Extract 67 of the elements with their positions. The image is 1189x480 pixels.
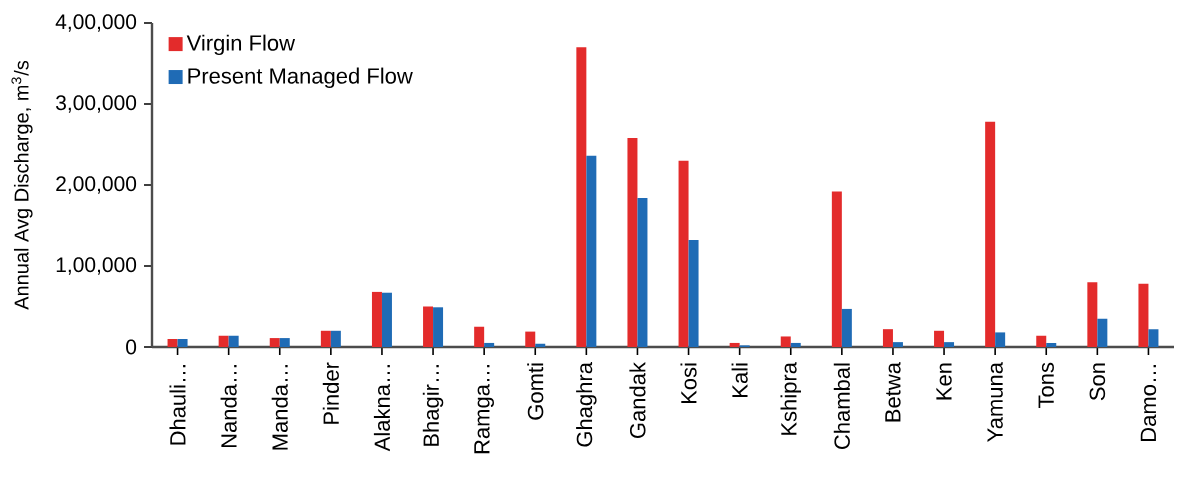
bar <box>1097 318 1108 347</box>
x-tick-label: Manda… <box>271 365 288 450</box>
bar <box>320 330 331 347</box>
y-tick-label: 1,00,000 <box>56 257 137 275</box>
x-tick-label: Pinder <box>322 362 339 424</box>
x-tick-label: Kosi <box>680 363 697 404</box>
bar <box>535 343 546 347</box>
bar <box>995 332 1006 347</box>
y-tick-label: 3,00,000 <box>55 95 137 113</box>
bar <box>934 330 945 347</box>
bar <box>228 335 239 347</box>
bar <box>678 160 689 347</box>
bar <box>1148 329 1159 347</box>
bar <box>1138 283 1149 347</box>
bar <box>882 329 893 347</box>
y-tick-label: 4,00,000 <box>55 14 137 32</box>
legend-label: Present Managed Flow <box>188 67 413 89</box>
x-tick-label: Bhagir… <box>422 365 444 446</box>
bar <box>841 308 852 347</box>
bar <box>330 330 341 347</box>
x-tick-label: Kshipra <box>780 362 801 435</box>
bar <box>167 338 178 347</box>
bar <box>688 240 699 347</box>
bar <box>586 155 597 347</box>
bar <box>218 335 229 347</box>
x-tick-label: Betwa <box>885 362 901 422</box>
x-tick-label: Damo… <box>1140 365 1157 441</box>
bar <box>381 292 392 347</box>
bar <box>177 338 188 347</box>
x-tick-label: Ken <box>936 363 952 400</box>
bar <box>269 338 280 347</box>
x-tick-label: Alakna… <box>373 365 391 452</box>
x-tick-label: Ramga… <box>474 365 494 454</box>
y-axis-title: Annual Avg Discharge, m$^{3}$/s <box>11 60 33 310</box>
bar <box>1046 342 1057 347</box>
x-tick-label: Dhauli… <box>169 365 186 445</box>
bar <box>279 338 290 347</box>
bar <box>637 197 648 347</box>
bar <box>831 191 842 347</box>
x-tick-label: Yamuna <box>987 362 1003 442</box>
bar <box>790 342 801 347</box>
x-tick-label: Gomti <box>527 363 544 420</box>
x-tick-label: Ghaghra <box>576 362 597 447</box>
legend-label: Virgin Flow <box>186 34 296 56</box>
bar <box>627 138 638 347</box>
x-tick-label: Gandak <box>629 362 646 439</box>
bar <box>1087 282 1098 347</box>
bar <box>371 291 382 347</box>
x-tick-label: Tons <box>1038 362 1054 409</box>
bar <box>423 306 434 347</box>
bar <box>985 121 996 347</box>
bar <box>525 331 536 347</box>
x-tick-label: Kali <box>731 363 748 397</box>
bar <box>474 326 485 347</box>
bar <box>1036 335 1047 347</box>
bar <box>780 336 791 347</box>
x-tick-label: Son <box>1089 363 1106 401</box>
bar <box>433 307 444 347</box>
y-tick-label: 2,00,000 <box>56 176 137 194</box>
bar <box>892 342 903 347</box>
bar <box>729 342 740 347</box>
bar <box>484 342 495 347</box>
x-tick-label: Chambal <box>833 363 850 449</box>
bar <box>944 342 955 347</box>
bar <box>576 47 587 347</box>
y-tick-label: 0 <box>126 339 137 355</box>
x-tick-label: Nanda… <box>220 365 237 448</box>
